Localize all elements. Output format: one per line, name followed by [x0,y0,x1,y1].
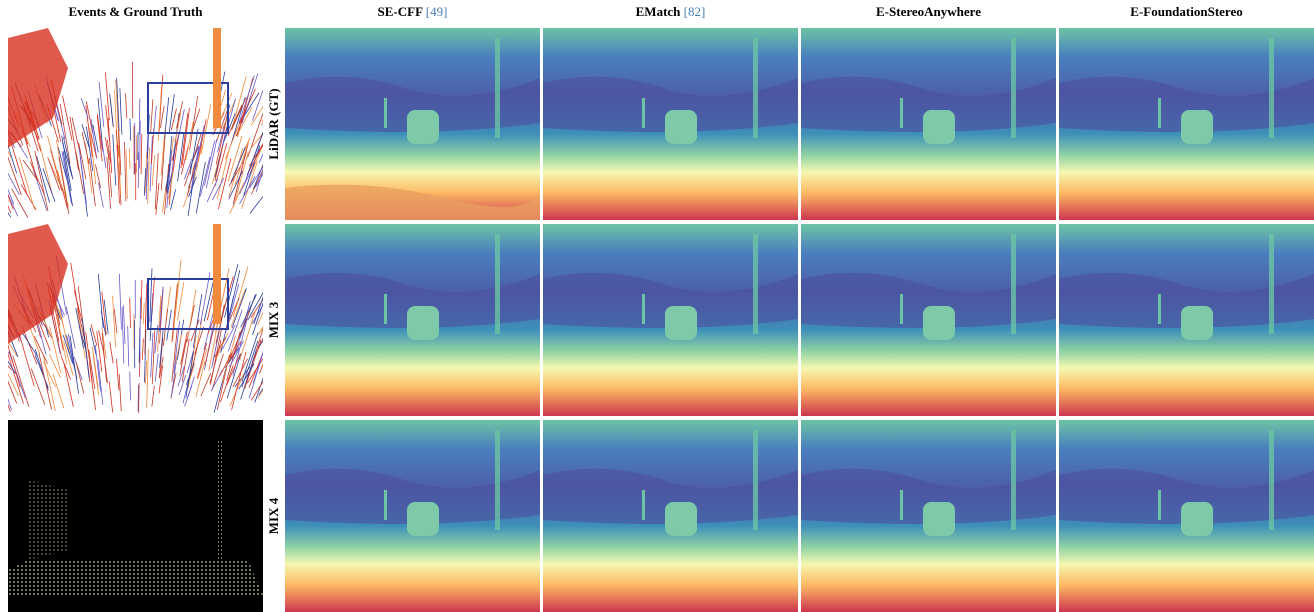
car [1181,110,1213,144]
car [665,306,697,340]
sign-post [1158,98,1161,128]
sign-post [1158,294,1161,324]
sign-post [642,294,645,324]
event-pole [213,28,221,128]
car [923,502,955,536]
car [1181,502,1213,536]
row-label: MIX 3 [266,224,282,416]
column-header: SE-CFF [49] [285,4,540,24]
car [665,502,697,536]
image [285,420,540,612]
sign-post [900,490,903,520]
pole [753,38,758,138]
car [407,306,439,340]
image [543,420,798,612]
image [285,28,540,220]
image [1059,28,1314,220]
lidar-pole [218,440,222,560]
column-header: EMatch [82] [543,4,798,24]
image [285,224,540,416]
citation: [49] [426,4,448,19]
car [923,306,955,340]
pole [1011,430,1016,530]
column-title: E-FoundationStereo [1130,4,1242,19]
sign-post [900,98,903,128]
lidar-points [8,560,263,595]
column-header: E-FoundationStereo [1059,4,1314,24]
pole [1269,430,1274,530]
sign-post [642,490,645,520]
image [543,224,798,416]
row-label: MIX 4 [266,420,282,612]
car [923,110,955,144]
image [1059,224,1314,416]
pole [495,234,500,334]
sign-post [384,98,387,128]
image [543,28,798,220]
figure: Events & Ground TruthSE-CFF [49]EMatch [… [0,0,1314,612]
car [407,110,439,144]
pole [1011,234,1016,334]
sign-post [900,294,903,324]
column-header: E-StereoAnywhere [801,4,1056,24]
image [801,420,1056,612]
column-header: Events & Ground Truth [8,4,263,24]
event-pole [213,224,221,324]
image [1059,420,1314,612]
car [407,502,439,536]
sign-post [1158,490,1161,520]
pole [495,38,500,138]
image [8,224,263,416]
image [8,420,263,612]
column-title: SE-CFF [378,4,423,19]
car [1181,306,1213,340]
pole [1269,234,1274,334]
column-title: E-StereoAnywhere [876,4,981,19]
sign-post [384,294,387,324]
lidar-points [28,480,68,560]
column-title: EMatch [636,4,681,19]
column-title: Events & Ground Truth [68,4,202,19]
pole [753,430,758,530]
car [665,110,697,144]
sign-post [384,490,387,520]
image [801,28,1056,220]
pole [495,430,500,530]
sign-post [642,98,645,128]
pole [753,234,758,334]
image [8,28,263,220]
image [801,224,1056,416]
citation: [82] [684,4,706,19]
row-label: LiDAR (GT) [266,28,282,220]
pole [1269,38,1274,138]
pole [1011,38,1016,138]
